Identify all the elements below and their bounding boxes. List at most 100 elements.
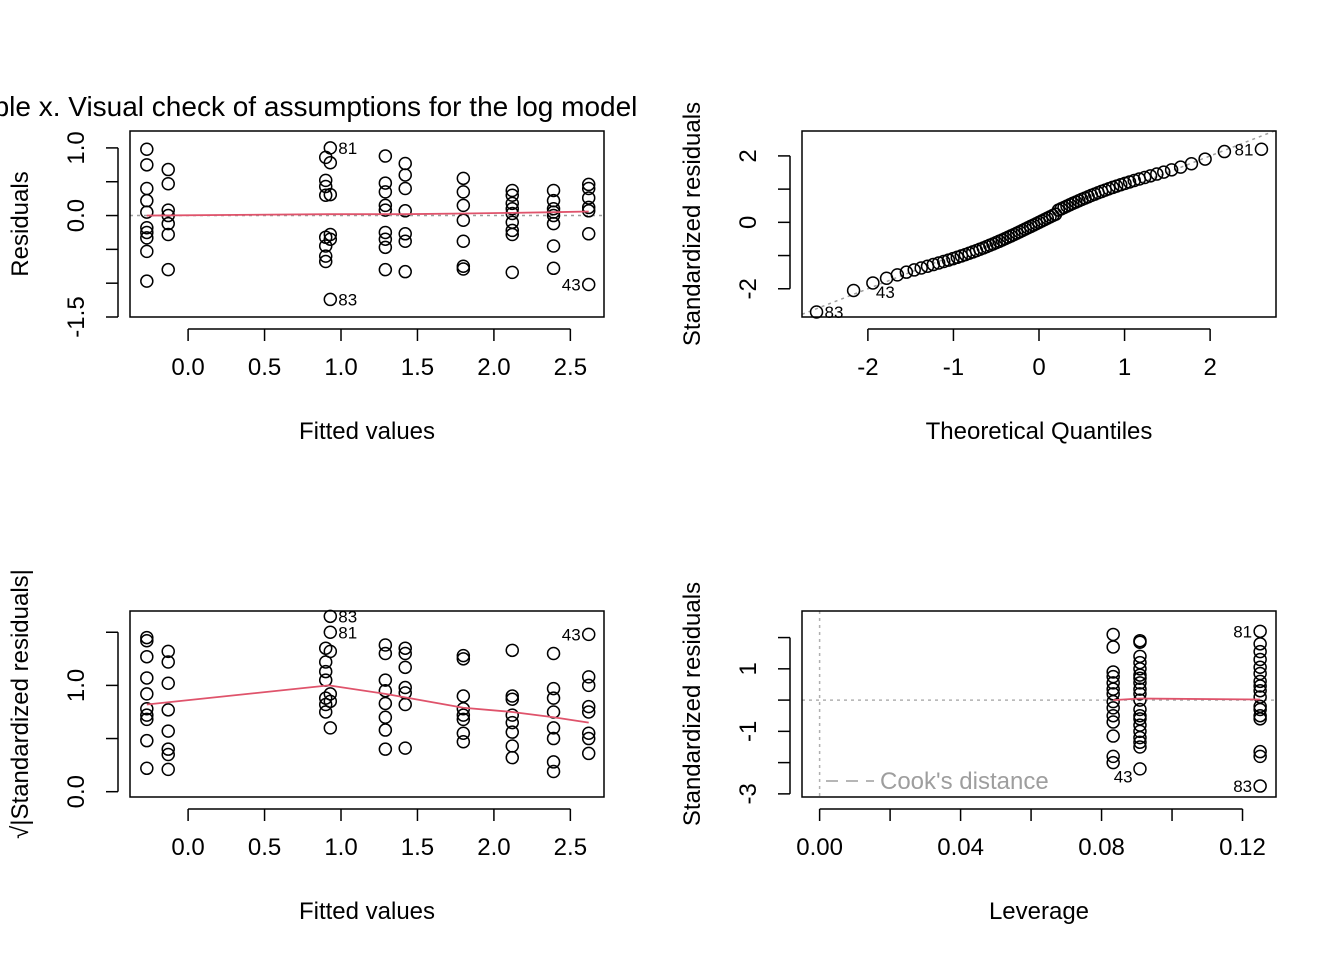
data-point [1133,682,1147,696]
data-point [456,689,471,703]
point-label: 43 [876,283,895,302]
plot-frame [129,130,605,318]
x-axis-label: Leverage [989,898,1089,925]
y-axis-label: Standardized residuals [679,102,706,346]
data-point [398,697,412,712]
y-tick-label: 1.0 [63,131,90,164]
data-point [581,277,596,292]
x-axis-label: Theoretical Quantiles [926,418,1153,445]
data-point [505,643,520,658]
data-point [456,708,471,722]
x-axis-label: Fitted values [299,418,435,445]
data-point [809,305,824,319]
data-point [1137,170,1152,185]
data-point [581,699,596,714]
data-point [505,188,520,203]
data-point [378,683,393,698]
data-point [323,687,338,701]
data-point [581,705,596,719]
data-point [505,739,520,753]
data-point [378,149,393,163]
data-point [323,609,338,624]
x-tick-label: 0 [1032,354,1045,381]
data-point [378,225,393,240]
data-point [456,262,471,276]
data-point [161,162,175,177]
x-tick-label: 0.5 [248,354,281,381]
y-tick-label: 1.0 [63,669,90,702]
data-point [323,187,338,202]
data-point [581,227,596,241]
figure-title: Table x. Visual check of assumptions for… [0,91,637,122]
data-point [1133,687,1147,701]
x-tick-label: 1 [1118,354,1131,381]
data-point [456,726,471,740]
data-point [140,702,154,716]
data-point [1133,662,1147,676]
y-axis-label: Standardized residuals [679,582,706,826]
data-point [318,188,333,203]
data-point [1253,779,1267,793]
data-point [1150,167,1164,181]
panel-scale-location: 0.0 0.5 1.0 1.5 2.0 2.5 0.0 1.0 Fitted values √|S… [7,569,605,925]
data-point [1198,152,1212,166]
data-point [323,721,338,735]
plot-frame [129,610,605,798]
data-point [546,216,561,231]
panel-normal-qq: -2 -1 0 1 2 -2 0 2 Theoretical Quantiles Standard… [679,102,1277,445]
x-tick-label: 0.0 [171,354,204,381]
point-label: 83 [338,290,357,309]
data-point [505,223,520,238]
data-point [378,203,393,217]
data-point [398,646,412,661]
data-point [546,208,561,223]
data-point [140,733,154,748]
data-point [140,761,154,776]
data-point [323,644,338,659]
data-point [581,670,596,684]
data-point [140,225,154,240]
data-point [161,742,175,756]
data-point [505,183,520,198]
data-point [866,276,880,290]
data-point [456,198,471,213]
data-point [546,646,561,661]
point-label: 81 [338,623,357,642]
data-point [1133,735,1147,750]
data-point [931,256,946,270]
y-tick-label: 0.0 [63,775,90,808]
data-point [378,185,393,199]
x-tick-label: 1.5 [401,354,434,381]
data-point [505,202,520,216]
data-point [318,249,333,263]
data-point [323,227,338,242]
data-point [378,198,393,213]
data-point [1106,627,1120,642]
data-point [323,292,338,307]
x-axis-label: Fitted values [299,898,435,925]
data-point [318,179,333,194]
data-point [1253,660,1267,675]
y-tick-label: -1.5 [63,296,90,337]
data-point [456,652,471,666]
data-point [140,142,154,157]
data-point [398,168,412,182]
data-point [161,216,175,231]
data-point [907,263,921,277]
data-point [378,176,393,190]
data-point [1133,676,1147,690]
data-point [378,710,393,725]
data-point [456,712,471,727]
y-tick-label: 0.0 [63,199,90,232]
data-point [140,708,154,722]
y-axis-label: √|Standardized residuals| [7,569,34,839]
data-point [1106,729,1120,743]
data-point [890,268,905,282]
data-point [161,747,175,762]
x-tick-label: 0.08 [1078,834,1125,861]
data-point [140,205,154,219]
data-point [505,689,520,703]
data-point [378,240,393,255]
point-label: 83 [1233,777,1252,796]
data-point [378,646,393,661]
